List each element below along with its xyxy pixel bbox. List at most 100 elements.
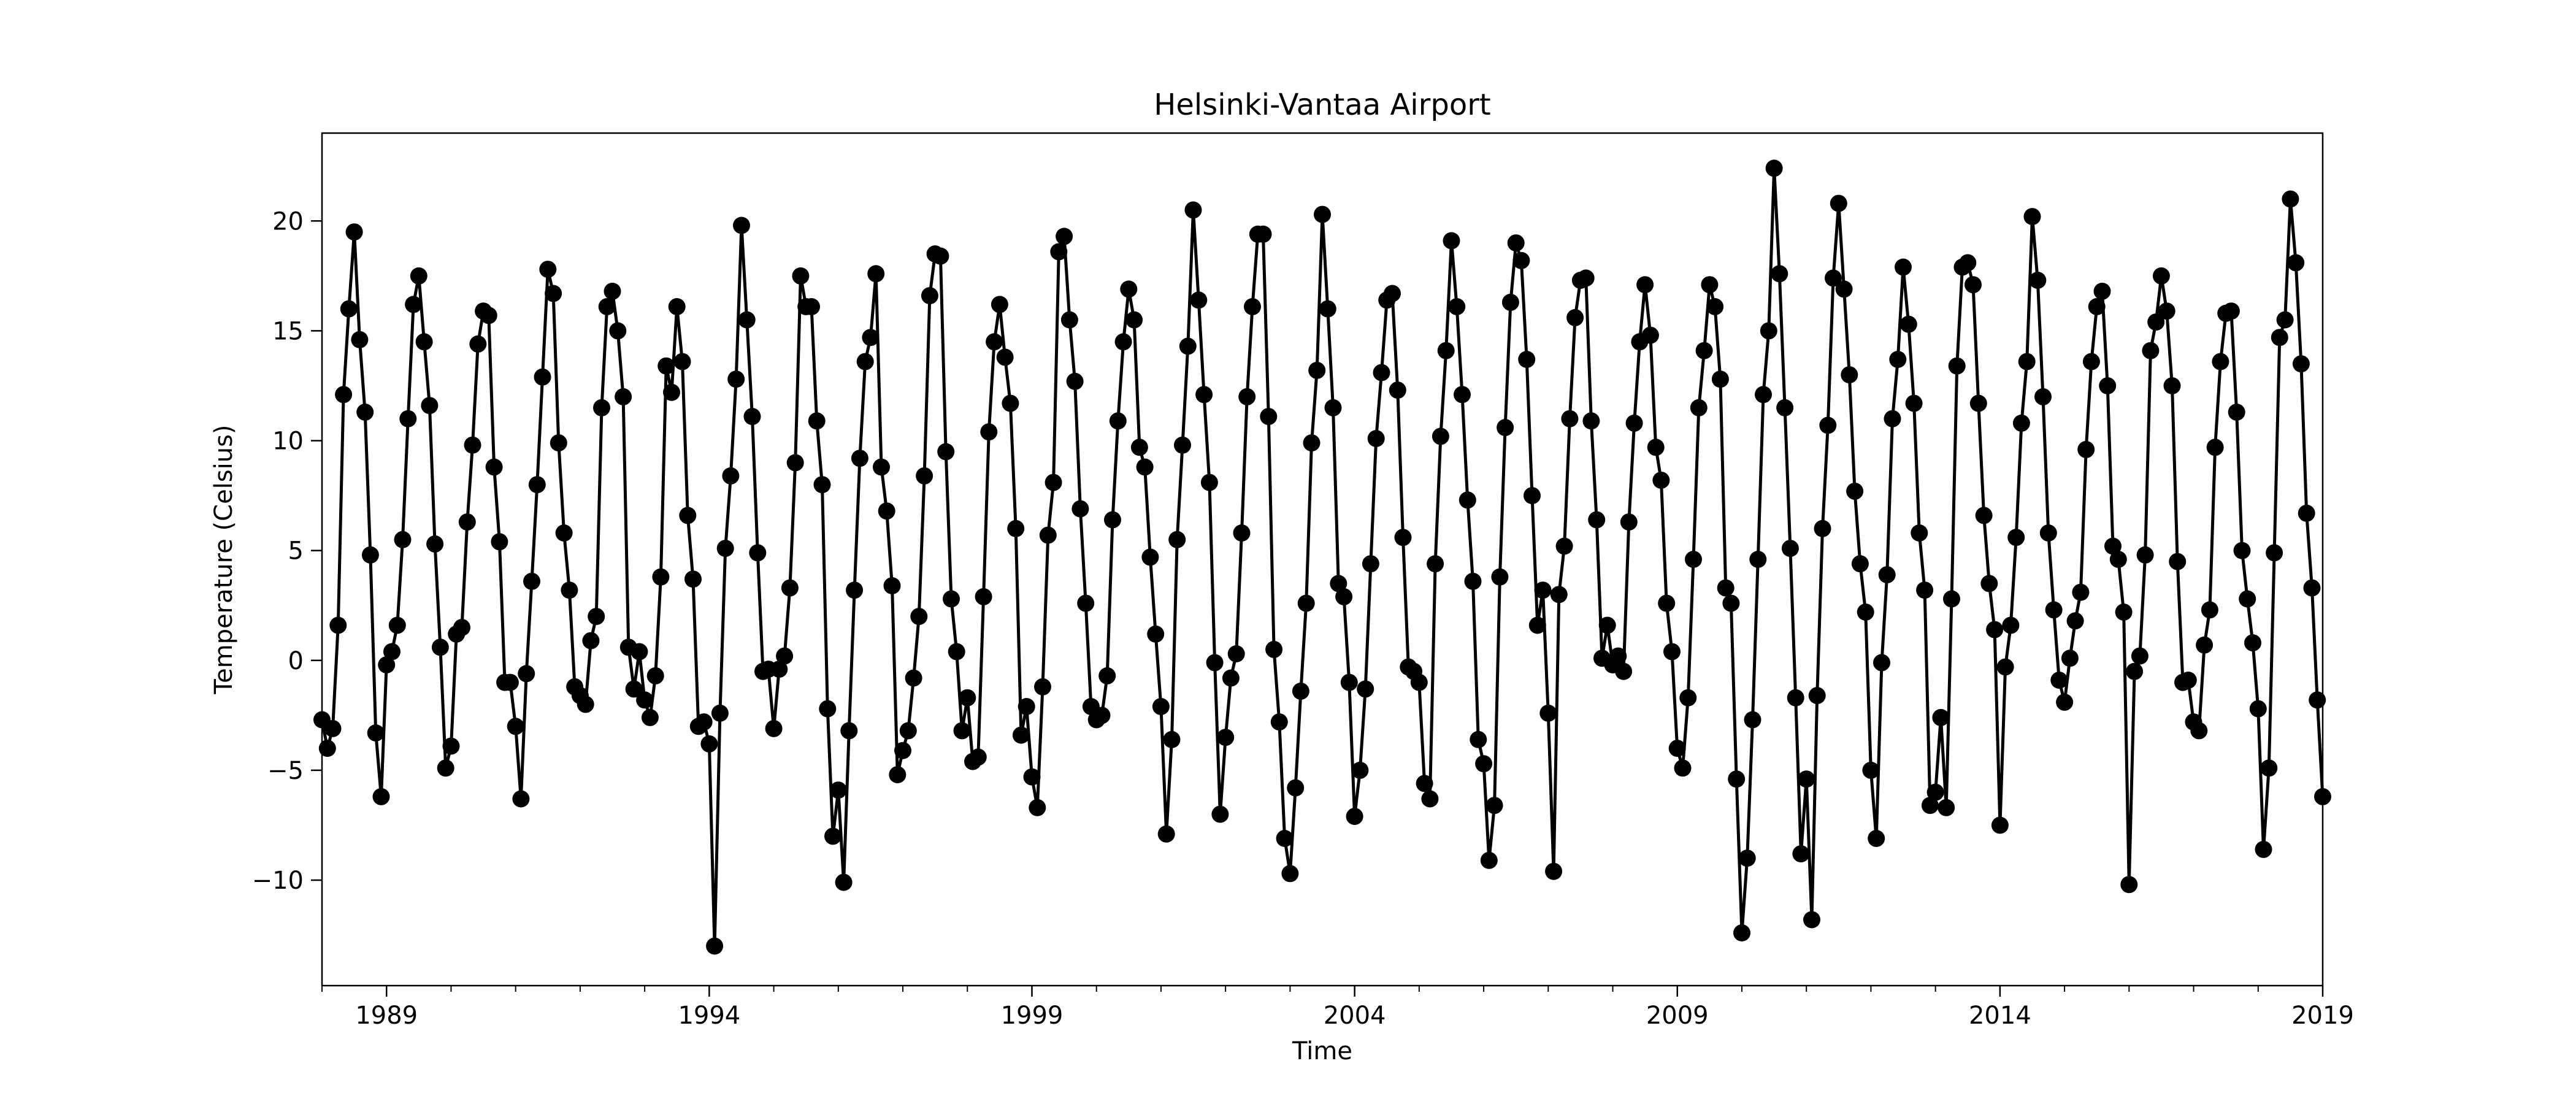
data-point (1561, 410, 1579, 427)
data-point (1147, 625, 1165, 643)
data-point (1244, 298, 1261, 315)
data-point (1873, 654, 1890, 672)
data-point (1781, 540, 1799, 558)
data-point (905, 669, 922, 687)
data-point (324, 719, 342, 737)
x-axis-label: Time (1292, 1037, 1352, 1065)
data-point (953, 722, 971, 740)
data-point (2152, 267, 2170, 285)
data-point (1330, 575, 1347, 592)
data-point (383, 643, 401, 661)
data-point (1518, 351, 1536, 368)
data-point (668, 298, 686, 315)
data-point (1674, 759, 1692, 777)
data-point (722, 467, 740, 485)
data-point (534, 368, 551, 386)
data-point (862, 329, 880, 347)
data-point (528, 476, 546, 494)
data-point (1545, 862, 1563, 880)
data-point (786, 454, 804, 472)
data-point (1808, 687, 1826, 705)
data-point (1609, 647, 1627, 665)
data-point (1975, 507, 1993, 524)
data-point (1394, 529, 1412, 546)
data-point (561, 581, 578, 599)
data-point (1969, 394, 1987, 412)
data-point (577, 696, 594, 713)
data-point (421, 397, 439, 415)
data-point (1749, 551, 1767, 568)
data-point (738, 311, 756, 329)
data-point (1943, 590, 1960, 608)
x-tick-label: 2004 (1324, 1002, 1386, 1030)
data-point (1427, 555, 1444, 573)
data-point (372, 788, 390, 805)
data-point (2045, 601, 2063, 619)
data-point (1211, 805, 1229, 823)
data-point (1690, 399, 1708, 416)
data-point (1878, 566, 1896, 584)
data-point (1254, 225, 1272, 243)
data-point (1050, 243, 1068, 261)
data-point (1598, 616, 1616, 634)
data-point (921, 287, 938, 305)
data-point (1636, 276, 1654, 294)
data-point (2029, 272, 2047, 289)
data-point (1528, 616, 1546, 634)
data-point (1733, 924, 1750, 941)
data-point (1647, 439, 1665, 456)
data-point (539, 261, 557, 278)
data-point (2034, 388, 2052, 405)
data-point (959, 689, 976, 707)
data-point (1765, 159, 1783, 177)
data-point (873, 458, 890, 476)
data-point (1238, 388, 1256, 405)
y-tick-label: 15 (272, 317, 304, 345)
data-point (646, 667, 664, 684)
data-point (2266, 544, 2283, 562)
data-point (1308, 361, 1326, 379)
data-point (480, 307, 497, 324)
data-point (1744, 711, 1761, 729)
plot-area (313, 159, 2331, 955)
data-point (986, 333, 1003, 351)
data-point (1303, 434, 1321, 452)
data-point (856, 353, 874, 370)
data-point (545, 285, 562, 302)
data-point (1039, 526, 1057, 544)
data-point (555, 524, 573, 542)
data-point (770, 661, 788, 678)
data-point (2190, 722, 2208, 740)
data-point (1615, 662, 1633, 680)
data-point (1512, 251, 1530, 269)
data-point (684, 570, 702, 588)
data-point (1625, 414, 1643, 432)
data-point (1776, 399, 1794, 416)
data-point (2082, 353, 2100, 370)
data-point (2179, 672, 2197, 689)
data-point (1771, 265, 1788, 283)
data-point (2287, 254, 2305, 272)
data-point (1717, 579, 1735, 597)
data-point (1362, 555, 1379, 573)
data-point (1679, 689, 1697, 707)
data-point (1706, 298, 1724, 315)
data-point (2158, 302, 2175, 320)
x-tick-label: 2014 (1969, 1002, 2031, 1030)
data-point (1980, 575, 1998, 592)
data-point (663, 383, 680, 401)
data-point (2233, 542, 2251, 559)
data-point (1206, 654, 1224, 672)
data-point (550, 434, 567, 452)
data-point (1109, 412, 1127, 430)
data-point (1174, 436, 1191, 454)
data-point (829, 781, 847, 799)
data-point (2012, 414, 2030, 432)
data-point (1884, 410, 1901, 427)
data-point (523, 572, 540, 590)
data-point (1464, 572, 1482, 590)
data-point (2147, 313, 2165, 331)
data-point (711, 704, 729, 722)
data-point (781, 579, 799, 597)
data-point (1862, 761, 1880, 779)
